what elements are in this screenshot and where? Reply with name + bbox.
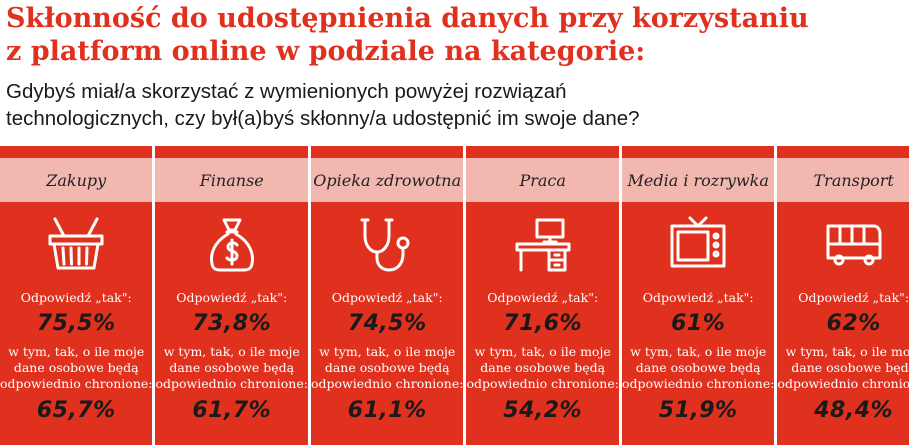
tv-icon <box>668 214 728 274</box>
protected-data-value: 51,9% <box>658 398 738 423</box>
survey-question-line-2: technologicznych, czy był(a)byś skłonny/… <box>6 107 640 130</box>
category-grid: Zakupy Odpowiedź „tak": 75,5% w tym, tak… <box>0 146 909 445</box>
yes-answer-value: 75,5% <box>36 311 116 336</box>
protected-data-note: w tym, tak, o ile moje dane osobowe będą… <box>622 344 774 392</box>
note-line: odpowiednio chronione: <box>0 376 153 391</box>
protected-data-value: 61,1% <box>347 398 427 423</box>
note-line: dane osobowe będą <box>791 360 909 375</box>
yes-answer-value: 71,6% <box>503 311 583 336</box>
note-line: w tym, tak, o ile moje <box>163 344 300 359</box>
protected-data-note: w tym, tak, o ile moje dane osobowe będą… <box>466 344 618 392</box>
note-line: dane osobowe będą <box>169 360 295 375</box>
page-title: Skłonność do udostępnienia danych przy k… <box>6 2 906 68</box>
note-line: w tym, tak, o ile moje <box>474 344 611 359</box>
yes-answer-value: 73,8% <box>192 311 272 336</box>
category-column-finanse: Finanse Odpowiedź „tak": 73,8% w tym, ta… <box>155 146 308 445</box>
category-name: Media i rozrywka <box>621 158 775 202</box>
category-name: Opieka zdrowotna <box>310 158 464 202</box>
stethoscope-icon <box>357 214 417 274</box>
yes-answer-label: Odpowiedź „tak": <box>176 290 288 305</box>
category-column-zakupy: Zakupy Odpowiedź „tak": 75,5% w tym, tak… <box>0 146 153 445</box>
desk-icon <box>513 214 573 274</box>
protected-data-value: 61,7% <box>192 398 272 423</box>
category-column-praca: Praca Odpowiedź „tak": 71,6% w tym, tak,… <box>466 146 619 445</box>
survey-question: Gdybyś miał/a skorzystać z wymienionych … <box>6 78 906 132</box>
category-column-media-i-rozrywka: Media i rozrywka Odpowiedź „tak": 61% w … <box>621 146 775 445</box>
money-bag-icon <box>202 214 262 274</box>
yes-answer-label: Odpowiedź „tak": <box>20 290 132 305</box>
protected-data-note: w tym, tak, o ile moje dane osobowe będą… <box>0 344 152 392</box>
note-line: odpowiednio chronione: <box>777 376 909 391</box>
note-line: odpowiednio chronione: <box>310 376 464 391</box>
note-line: dane osobowe będą <box>635 360 761 375</box>
protected-data-value: 65,7% <box>36 398 116 423</box>
page-title-line-1: Skłonność do udostępnienia danych przy k… <box>6 3 809 34</box>
protected-data-note: w tym, tak, o ile moje dane osobowe będą… <box>311 344 463 392</box>
category-name: Praca <box>466 158 619 202</box>
survey-question-line-1: Gdybyś miał/a skorzystać z wymienionych … <box>6 80 567 103</box>
note-line: w tym, tak, o ile moje <box>630 344 767 359</box>
note-line: w tym, tak, o ile moje <box>8 344 145 359</box>
note-line: odpowiednio chronione: <box>621 376 775 391</box>
note-line: dane osobowe będą <box>13 360 139 375</box>
category-column-opieka-zdrowotna: Opieka zdrowotna Odpowiedź „tak": 74,5% … <box>310 146 464 445</box>
yes-answer-value: 61% <box>671 311 726 336</box>
category-name: Zakupy <box>0 158 153 202</box>
note-line: dane osobowe będą <box>324 360 450 375</box>
yes-answer-label: Odpowiedź „tak": <box>642 290 754 305</box>
page-title-line-2: z platform online w podziale na kategori… <box>6 36 646 67</box>
bus-icon <box>824 214 884 274</box>
yes-answer-value: 62% <box>826 311 881 336</box>
yes-answer-label: Odpowiedź „tak": <box>798 290 909 305</box>
note-line: w tym, tak, o ile moje <box>319 344 456 359</box>
protected-data-value: 48,4% <box>814 398 894 423</box>
yes-answer-label: Odpowiedź „tak": <box>331 290 443 305</box>
note-line: odpowiednio chronione: <box>155 376 308 391</box>
protected-data-note: w tym, tak, o ile moje dane osobowe będą… <box>155 344 307 392</box>
category-column-transport: Transport Odpowiedź „tak": 62% w tym, ta… <box>777 146 909 445</box>
protected-data-note: w tym, tak, o ile moje dane osobowe będą… <box>777 344 909 392</box>
yes-answer-value: 74,5% <box>347 311 427 336</box>
category-name: Finanse <box>155 158 308 202</box>
yes-answer-label: Odpowiedź „tak": <box>487 290 599 305</box>
note-line: odpowiednio chronione: <box>466 376 619 391</box>
basket-icon <box>46 214 106 274</box>
category-name: Transport <box>777 158 909 202</box>
protected-data-value: 54,2% <box>503 398 583 423</box>
note-line: dane osobowe będą <box>480 360 606 375</box>
note-line: w tym, tak, o ile moje <box>785 344 909 359</box>
